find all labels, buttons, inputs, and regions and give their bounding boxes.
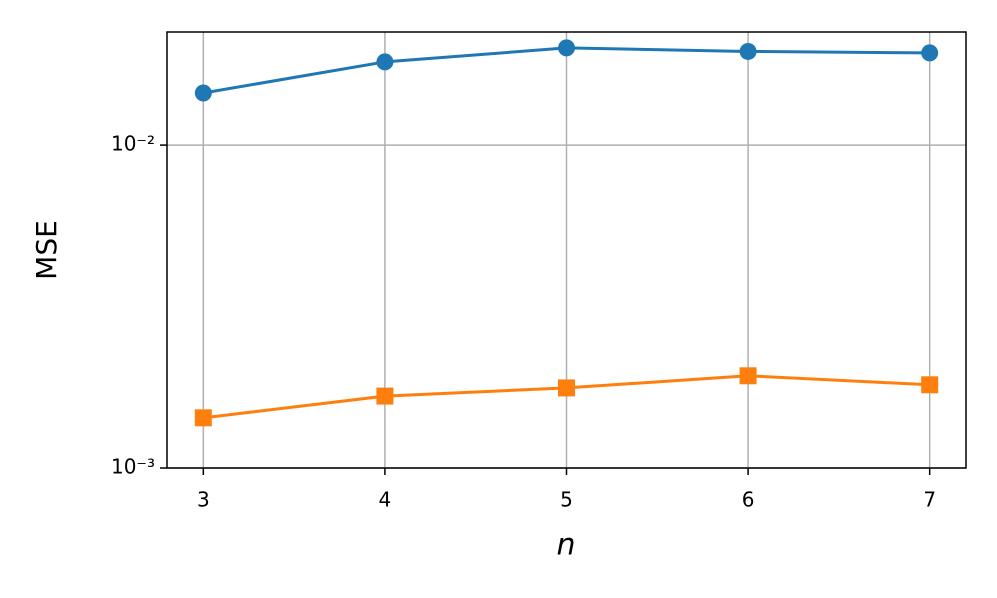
- x-axis-label: n: [556, 528, 575, 563]
- plot-frame: [166, 31, 967, 469]
- marker: [376, 387, 394, 405]
- y-tick-label: 10⁻³: [111, 455, 155, 479]
- marker: [739, 42, 757, 60]
- x-tick-label: 7: [923, 488, 936, 512]
- x-tick-label: 4: [379, 488, 392, 512]
- marker: [194, 409, 212, 427]
- x-tick-label: 5: [560, 488, 573, 512]
- marker: [194, 84, 212, 102]
- marker: [921, 44, 939, 62]
- marker: [558, 379, 575, 397]
- marker: [558, 39, 575, 57]
- x-tick-label: 6: [742, 488, 755, 512]
- y-axis-label: MSE: [30, 220, 63, 280]
- marker: [376, 53, 394, 71]
- marker: [921, 376, 939, 394]
- marker: [739, 367, 757, 385]
- y-tick-label: 10⁻²: [111, 132, 155, 156]
- x-tick-label: 3: [197, 488, 210, 512]
